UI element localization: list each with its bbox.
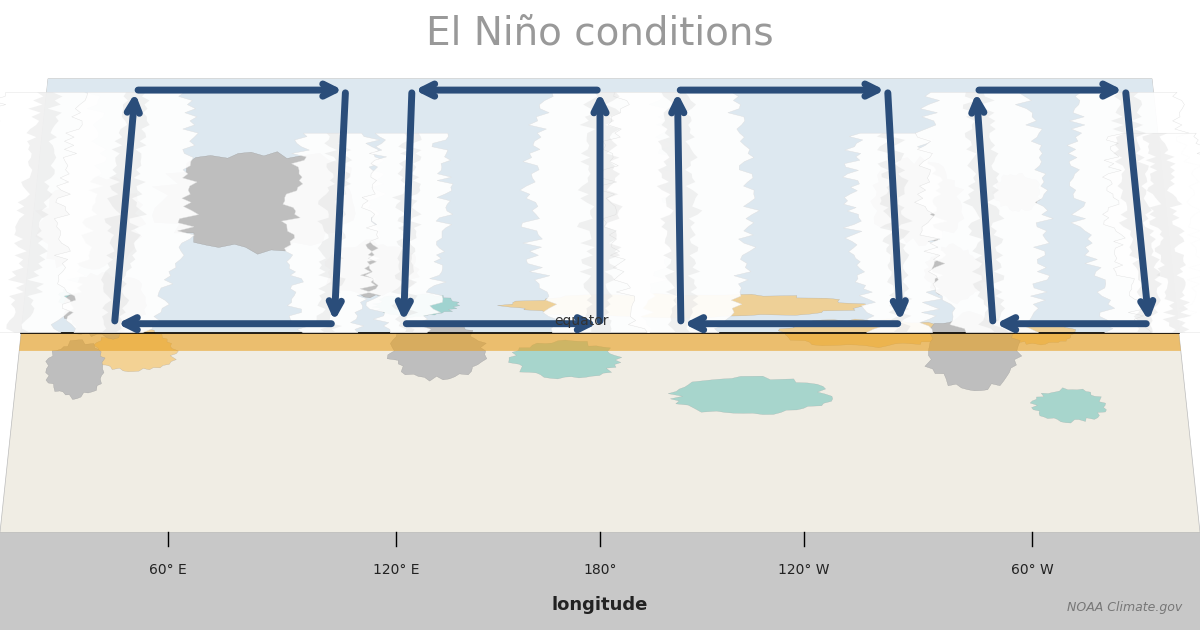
Polygon shape	[577, 93, 623, 333]
Polygon shape	[520, 93, 679, 333]
Polygon shape	[64, 272, 146, 339]
Polygon shape	[656, 93, 702, 333]
Polygon shape	[924, 244, 985, 304]
Text: 60° W: 60° W	[1010, 563, 1054, 576]
Polygon shape	[599, 93, 760, 333]
Polygon shape	[1142, 133, 1192, 333]
Text: 60° E: 60° E	[149, 563, 187, 576]
Polygon shape	[497, 294, 866, 318]
Polygon shape	[0, 93, 107, 333]
Polygon shape	[871, 156, 964, 246]
Polygon shape	[668, 376, 833, 415]
Polygon shape	[101, 93, 150, 333]
Polygon shape	[992, 173, 1040, 212]
Polygon shape	[1002, 321, 1075, 345]
Polygon shape	[509, 340, 622, 379]
Polygon shape	[59, 282, 108, 310]
Text: 120° W: 120° W	[779, 563, 829, 576]
Polygon shape	[962, 93, 1009, 333]
Polygon shape	[19, 333, 1181, 351]
Polygon shape	[316, 133, 352, 333]
Polygon shape	[877, 133, 913, 333]
Polygon shape	[779, 319, 955, 348]
Polygon shape	[1103, 133, 1200, 333]
Text: 120° E: 120° E	[373, 563, 419, 576]
Polygon shape	[91, 329, 179, 372]
Polygon shape	[361, 133, 454, 333]
Polygon shape	[54, 93, 199, 333]
Text: longitude: longitude	[552, 596, 648, 614]
Polygon shape	[372, 294, 460, 318]
Polygon shape	[22, 79, 1178, 333]
Polygon shape	[388, 322, 487, 381]
Polygon shape	[282, 133, 386, 333]
Polygon shape	[36, 175, 146, 269]
Polygon shape	[1111, 93, 1162, 333]
Polygon shape	[325, 239, 420, 298]
Polygon shape	[1030, 387, 1106, 423]
Polygon shape	[0, 532, 1200, 630]
Polygon shape	[6, 93, 62, 333]
Polygon shape	[0, 79, 1200, 532]
Polygon shape	[46, 340, 106, 399]
Polygon shape	[842, 133, 947, 333]
Text: El Niño conditions: El Niño conditions	[426, 16, 774, 54]
Polygon shape	[925, 311, 1021, 391]
Polygon shape	[391, 133, 421, 333]
Text: 180°: 180°	[583, 563, 617, 576]
Polygon shape	[914, 93, 1054, 333]
Polygon shape	[152, 152, 355, 255]
Polygon shape	[1067, 93, 1200, 333]
Text: NOAA Climate.gov: NOAA Climate.gov	[1067, 601, 1182, 614]
Text: equator: equator	[553, 314, 608, 328]
